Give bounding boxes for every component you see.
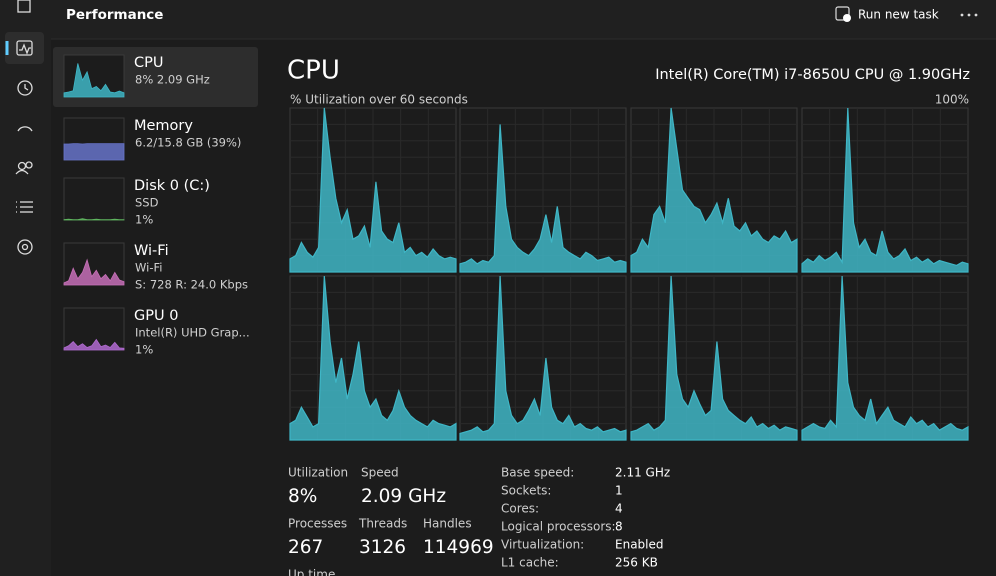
- detail-value: 1: [615, 484, 623, 498]
- thumbnail-frame: [63, 177, 125, 221]
- stat-value: 3126: [359, 537, 406, 558]
- page-title: Performance: [66, 7, 163, 23]
- cpu-model: Intel(R) Core(TM) i7-8650U CPU @ 1.90GHz: [655, 67, 970, 83]
- history-icon[interactable]: [17, 80, 33, 96]
- services-icon[interactable]: [17, 239, 33, 255]
- top-bar: [51, 0, 996, 39]
- utilization-area: [630, 275, 798, 441]
- device-detail: 8% 2.09 GHz: [135, 73, 210, 87]
- users-icon-body: [15, 169, 29, 175]
- run-new-task-label[interactable]: Run new task: [858, 8, 939, 22]
- stat-label: Utilization: [288, 466, 348, 480]
- utilization-area: [801, 275, 969, 441]
- utilization-area: [459, 275, 627, 441]
- processes-icon[interactable]: [17, 0, 31, 13]
- graph-label: % Utilization over 60 seconds: [290, 93, 468, 107]
- utilization-area: [63, 218, 125, 221]
- utilization-area: [63, 338, 125, 351]
- performance-icon-line: [19, 43, 31, 55]
- history-hand: [24, 84, 29, 91]
- detail-value: 4: [615, 502, 623, 516]
- device-detail: Wi-Fi: [135, 261, 162, 275]
- detail-value: 256 KB: [615, 556, 658, 570]
- performance-icon[interactable]: [16, 40, 33, 56]
- detail-value: 2.11 GHz: [615, 466, 670, 480]
- stat-value: 267: [288, 537, 323, 558]
- device-detail: 6.2/15.8 GB (39%): [135, 136, 241, 150]
- graph-max: 100%: [935, 93, 969, 107]
- stat-label: Handles: [423, 517, 472, 531]
- device-detail: SSD: [135, 196, 159, 210]
- device-detail: 1%: [135, 213, 153, 227]
- utilization-area: [459, 124, 627, 273]
- stat-label: Speed: [361, 466, 399, 480]
- utilization-area: [630, 107, 798, 273]
- utilization-area: [63, 258, 125, 286]
- run-new-task[interactable]: Run new task: [835, 6, 939, 22]
- detail-label: Virtualization:: [501, 538, 584, 552]
- stat-value: 2.09 GHz: [361, 486, 446, 507]
- utilization-area: [63, 63, 125, 98]
- detail-label: L1 cache:: [501, 556, 559, 570]
- services-icon-core: [21, 243, 29, 251]
- device-detail: S: 728 R: 24.0 Kbps: [135, 278, 248, 292]
- utilization-area: [801, 107, 969, 273]
- cpu-title: CPU: [287, 56, 340, 86]
- stat-label: Processes: [288, 517, 347, 531]
- detail-label: Logical processors:: [501, 520, 616, 534]
- stat-value: 8%: [288, 486, 317, 507]
- users-icon-2: [25, 161, 33, 169]
- utilization-area: [289, 275, 457, 441]
- stat-label: Threads: [358, 517, 407, 531]
- detail-label: Sockets:: [501, 484, 551, 498]
- device-name: Memory: [134, 118, 193, 134]
- detail-label: Cores:: [501, 502, 539, 516]
- more-button[interactable]: [960, 13, 978, 17]
- detail-value: Enabled: [615, 538, 664, 552]
- device-name: CPU: [134, 55, 163, 71]
- startup-icon[interactable]: [17, 126, 33, 132]
- device-detail: Intel(R) UHD Grap...: [135, 326, 250, 340]
- details-icon[interactable]: [16, 201, 33, 213]
- run-icon-plus: [843, 14, 851, 22]
- device-name: GPU 0: [134, 308, 178, 324]
- device-name: Wi-Fi: [134, 243, 169, 259]
- stat-value: 114969: [423, 537, 494, 558]
- detail-label: Base speed:: [501, 466, 574, 480]
- device-name: Disk 0 (C:): [134, 178, 210, 194]
- utilization-area: [63, 143, 125, 161]
- device-detail: 1%: [135, 343, 153, 357]
- utilization-area: [289, 107, 457, 273]
- nav-rail: [0, 0, 51, 576]
- stat-label: Up time: [288, 568, 335, 576]
- run-icon: [835, 6, 850, 21]
- detail-value: 8: [615, 520, 623, 534]
